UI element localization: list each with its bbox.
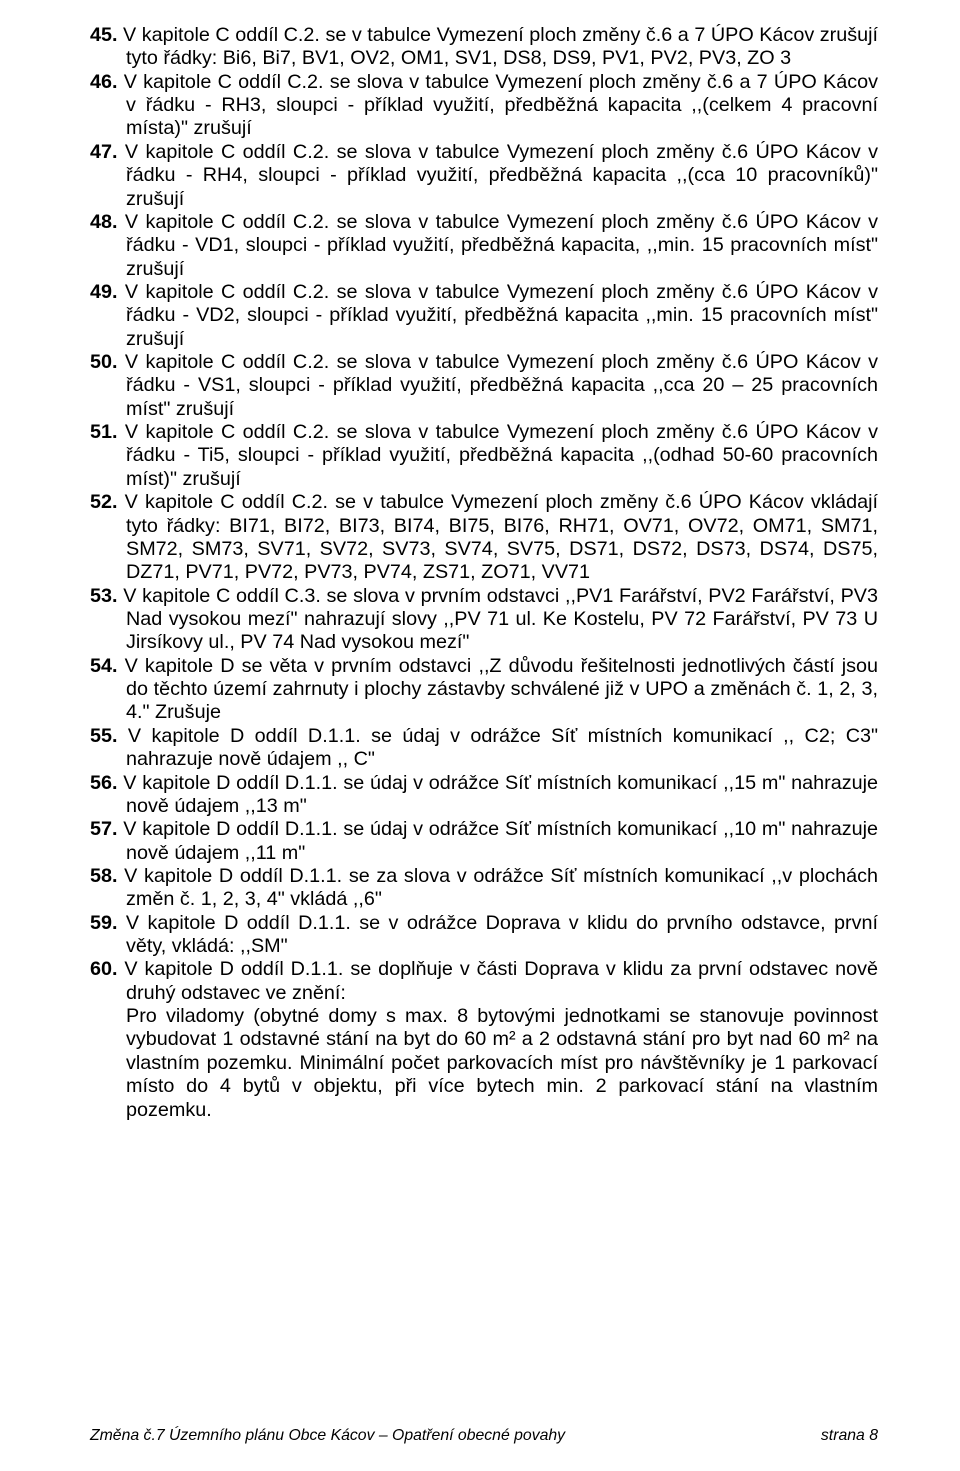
item-number: 56. — [90, 772, 118, 794]
footer-right: strana 8 — [821, 1427, 878, 1445]
item-text: V kapitole C oddíl C.2. se slova v tabul… — [118, 421, 879, 490]
item-number: 53. — [90, 585, 118, 607]
item-text: V kapitole C oddíl C.2. se slova v tabul… — [118, 351, 879, 420]
item-text: V kapitole C oddíl C.2. se v tabulce Vym… — [118, 491, 879, 583]
list-item: 51. V kapitole C oddíl C.2. se slova v t… — [90, 421, 878, 491]
item-text: V kapitole D oddíl D.1.1. se v odrážce D… — [118, 912, 879, 957]
item-text: V kapitole C oddíl C.2. se slova v tabul… — [118, 211, 879, 280]
item-number: 48. — [90, 211, 118, 233]
item-number: 45. — [90, 24, 118, 46]
list-item: 45. V kapitole C oddíl C.2. se v tabulce… — [90, 24, 878, 71]
list-item: 52. V kapitole C oddíl C.2. se v tabulce… — [90, 491, 878, 584]
item-number: 51. — [90, 421, 118, 443]
list-item: 60. V kapitole D oddíl D.1.1. se doplňuj… — [90, 958, 878, 1005]
item-number: 54. — [90, 655, 118, 677]
numbered-list: 45. V kapitole C oddíl C.2. se v tabulce… — [90, 24, 878, 1122]
list-item: 57. V kapitole D oddíl D.1.1. se údaj v … — [90, 818, 878, 865]
list-item: 47. V kapitole C oddíl C.2. se slova v t… — [90, 141, 878, 211]
item-text: V kapitole C oddíl C.2. se v tabulce Vym… — [118, 24, 879, 69]
item-number: 59. — [90, 912, 118, 934]
footer-left: Změna č.7 Územního plánu Obce Kácov – Op… — [90, 1427, 565, 1445]
item-text: V kapitole C oddíl C.2. se slova v tabul… — [118, 281, 879, 350]
item-text: V kapitole C oddíl C.2. se slova v tabul… — [118, 71, 879, 140]
document-page: 45. V kapitole C oddíl C.2. se v tabulce… — [0, 0, 960, 1471]
item-number: 49. — [90, 281, 118, 303]
item-text: V kapitole C oddíl C.2. se slova v tabul… — [118, 141, 879, 210]
list-item: 54. V kapitole D se věta v prvním odstav… — [90, 655, 878, 725]
item-number: 60. — [90, 958, 118, 980]
item-text: V kapitole D oddíl D.1.1. se údaj v odrá… — [118, 725, 879, 770]
item-text: V kapitole D oddíl D.1.1. se doplňuje v … — [118, 958, 879, 1003]
item-text: V kapitole D se věta v prvním odstavci ,… — [118, 655, 879, 724]
list-item: 53. V kapitole C oddíl C.3. se slova v p… — [90, 585, 878, 655]
item-text: V kapitole D oddíl D.1.1. se za slova v … — [118, 865, 879, 910]
list-item: 49. V kapitole C oddíl C.2. se slova v t… — [90, 281, 878, 351]
list-item: 56. V kapitole D oddíl D.1.1. se údaj v … — [90, 772, 878, 819]
page-footer: Změna č.7 Územního plánu Obce Kácov – Op… — [90, 1427, 878, 1445]
item-60-subparagraph: Pro viladomy (obytné domy s max. 8 bytov… — [90, 1005, 878, 1122]
item-text: V kapitole C oddíl C.3. se slova v první… — [118, 585, 879, 654]
list-item: 58. V kapitole D oddíl D.1.1. se za slov… — [90, 865, 878, 912]
list-item: 59. V kapitole D oddíl D.1.1. se v odráž… — [90, 912, 878, 959]
item-number: 47. — [90, 141, 118, 163]
item-number: 57. — [90, 818, 118, 840]
item-number: 58. — [90, 865, 118, 887]
item-number: 55. — [90, 725, 118, 747]
item-number: 52. — [90, 491, 118, 513]
list-item: 46. V kapitole C oddíl C.2. se slova v t… — [90, 71, 878, 141]
item-number: 46. — [90, 71, 118, 93]
list-item: 48. V kapitole C oddíl C.2. se slova v t… — [90, 211, 878, 281]
list-item: 50. V kapitole C oddíl C.2. se slova v t… — [90, 351, 878, 421]
item-text: V kapitole D oddíl D.1.1. se údaj v odrá… — [118, 772, 879, 817]
item-number: 50. — [90, 351, 118, 373]
list-item: 55. V kapitole D oddíl D.1.1. se údaj v … — [90, 725, 878, 772]
item-text: V kapitole D oddíl D.1.1. se údaj v odrá… — [118, 818, 879, 863]
